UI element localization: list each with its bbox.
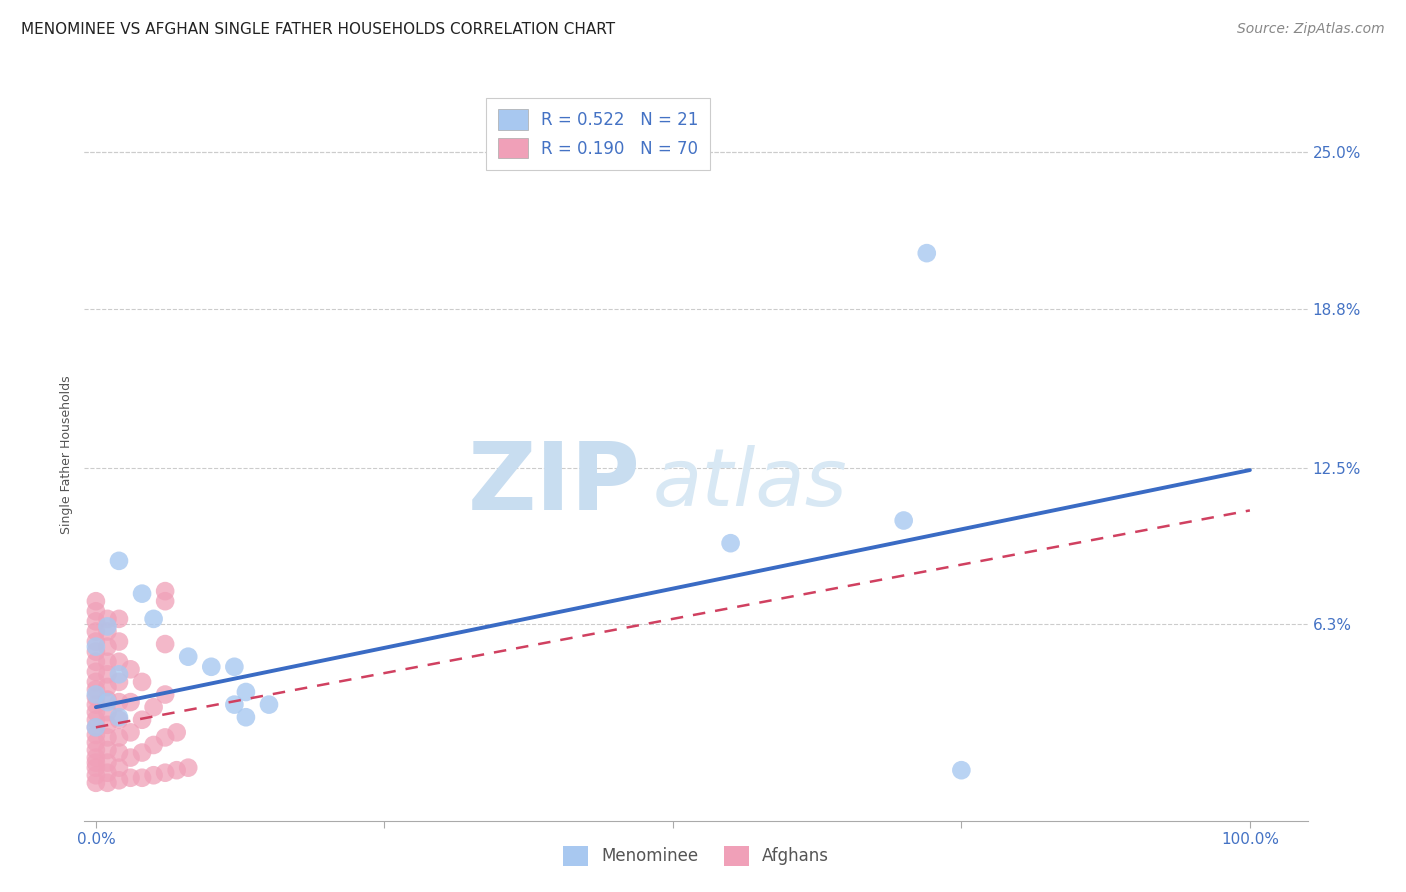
Point <box>131 771 153 785</box>
Point <box>84 690 107 704</box>
Point <box>84 594 107 608</box>
Point <box>84 645 107 659</box>
Point <box>96 624 118 639</box>
Point <box>96 765 118 780</box>
Point <box>84 634 107 648</box>
Point <box>224 660 246 674</box>
Text: atlas: atlas <box>654 445 848 524</box>
Text: MENOMINEE VS AFGHAN SINGLE FATHER HOUSEHOLDS CORRELATION CHART: MENOMINEE VS AFGHAN SINGLE FATHER HOUSEH… <box>21 22 616 37</box>
Point <box>108 761 131 775</box>
Point <box>84 698 107 712</box>
Point <box>84 743 107 757</box>
Point <box>950 763 973 777</box>
Point <box>84 750 107 764</box>
Point <box>224 698 246 712</box>
Point <box>96 612 118 626</box>
Point <box>120 662 142 676</box>
Point <box>235 685 257 699</box>
Point <box>84 713 107 727</box>
Point <box>84 720 107 734</box>
Point <box>84 728 107 742</box>
Point <box>142 738 165 752</box>
Point <box>915 246 938 260</box>
Y-axis label: Single Father Households: Single Father Households <box>60 376 73 534</box>
Point <box>153 688 176 702</box>
Point <box>96 695 118 709</box>
Point <box>108 655 131 669</box>
Point <box>177 649 200 664</box>
Point <box>131 713 153 727</box>
Point <box>96 692 118 706</box>
Point <box>235 710 257 724</box>
Point <box>84 776 107 790</box>
Point <box>84 761 107 775</box>
Point <box>108 773 131 788</box>
Point <box>84 688 107 702</box>
Point <box>120 750 142 764</box>
Point <box>142 700 165 714</box>
Point <box>131 674 153 689</box>
Point <box>84 615 107 629</box>
Point <box>166 763 188 777</box>
Point <box>166 725 188 739</box>
Point <box>893 514 915 528</box>
Text: Source: ZipAtlas.com: Source: ZipAtlas.com <box>1237 22 1385 37</box>
Point <box>84 720 107 734</box>
Point <box>96 680 118 694</box>
Point <box>142 768 165 782</box>
Point <box>108 695 131 709</box>
Point <box>84 624 107 639</box>
Point <box>96 731 118 745</box>
Text: ZIP: ZIP <box>468 438 641 530</box>
Point <box>153 584 176 599</box>
Point <box>131 587 153 601</box>
Point <box>108 710 131 724</box>
Point <box>96 756 118 770</box>
Point <box>84 705 107 719</box>
Point <box>84 604 107 618</box>
Point <box>96 776 118 790</box>
Point <box>108 731 131 745</box>
Point <box>96 705 118 719</box>
Point <box>84 665 107 679</box>
Point <box>120 725 142 739</box>
Point <box>84 768 107 782</box>
Point <box>153 731 176 745</box>
Point <box>108 554 131 568</box>
Point <box>108 746 131 760</box>
Point <box>153 637 176 651</box>
Point <box>120 695 142 709</box>
Point <box>108 612 131 626</box>
Point <box>84 756 107 770</box>
Point <box>257 698 280 712</box>
Point <box>84 655 107 669</box>
Point <box>96 640 118 654</box>
Point <box>200 660 222 674</box>
Point <box>142 612 165 626</box>
Point <box>120 771 142 785</box>
Point <box>84 640 107 654</box>
Point <box>96 667 118 681</box>
Point <box>96 655 118 669</box>
Point <box>108 634 131 648</box>
Point <box>108 713 131 727</box>
Point <box>84 682 107 697</box>
Point <box>84 735 107 749</box>
Point <box>153 594 176 608</box>
Point <box>177 761 200 775</box>
Point <box>720 536 742 550</box>
Point <box>96 718 118 732</box>
Point <box>108 674 131 689</box>
Point <box>108 667 131 681</box>
Legend: Menominee, Afghans: Menominee, Afghans <box>555 838 837 874</box>
Point <box>96 619 118 633</box>
Point <box>84 674 107 689</box>
Point <box>153 765 176 780</box>
Point <box>96 743 118 757</box>
Point <box>131 746 153 760</box>
